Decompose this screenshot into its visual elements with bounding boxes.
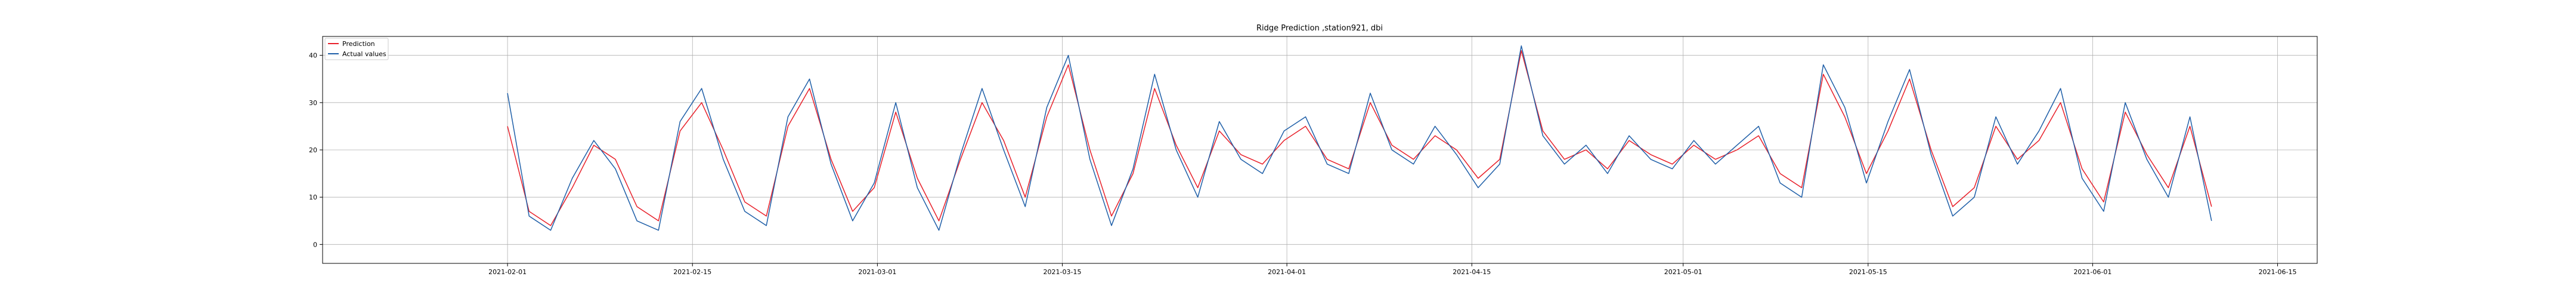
x-tick-label: 2021-04-01 bbox=[1268, 268, 1306, 276]
x-tick-label: 2021-06-01 bbox=[2073, 268, 2111, 276]
legend-label-prediction: Prediction bbox=[342, 40, 375, 48]
grid bbox=[323, 36, 2317, 263]
y-tick-label: 30 bbox=[309, 99, 317, 107]
x-tick-label: 2021-03-15 bbox=[1044, 268, 1082, 276]
legend: Prediction Actual values bbox=[324, 38, 389, 60]
x-tick-label: 2021-02-01 bbox=[488, 268, 527, 276]
x-tick-label: 2021-05-15 bbox=[1849, 268, 1887, 276]
y-tick-label: 10 bbox=[309, 194, 317, 201]
ticks: 2021-02-01 2021-02-15 2021-03-01 2021-03-15… bbox=[309, 52, 2297, 276]
y-tick-label: 40 bbox=[309, 52, 317, 60]
legend-box bbox=[324, 38, 389, 60]
series-line-actual bbox=[507, 45, 2212, 231]
x-tick-label: 2021-03-01 bbox=[858, 268, 896, 276]
series-line-prediction bbox=[507, 50, 2212, 226]
y-tick-label: 0 bbox=[313, 241, 317, 248]
x-tick-label: 2021-05-01 bbox=[1664, 268, 1702, 276]
x-tick-label: 2021-04-15 bbox=[1453, 268, 1491, 276]
legend-label-actual: Actual values bbox=[342, 50, 386, 58]
x-tick-label: 2021-02-15 bbox=[673, 268, 711, 276]
y-tick-label: 20 bbox=[309, 146, 317, 154]
chart-title: Ridge Prediction ,station921, dbi bbox=[1256, 24, 1383, 33]
series-group bbox=[507, 45, 2212, 231]
x-tick-label: 2021-06-15 bbox=[2259, 268, 2297, 276]
